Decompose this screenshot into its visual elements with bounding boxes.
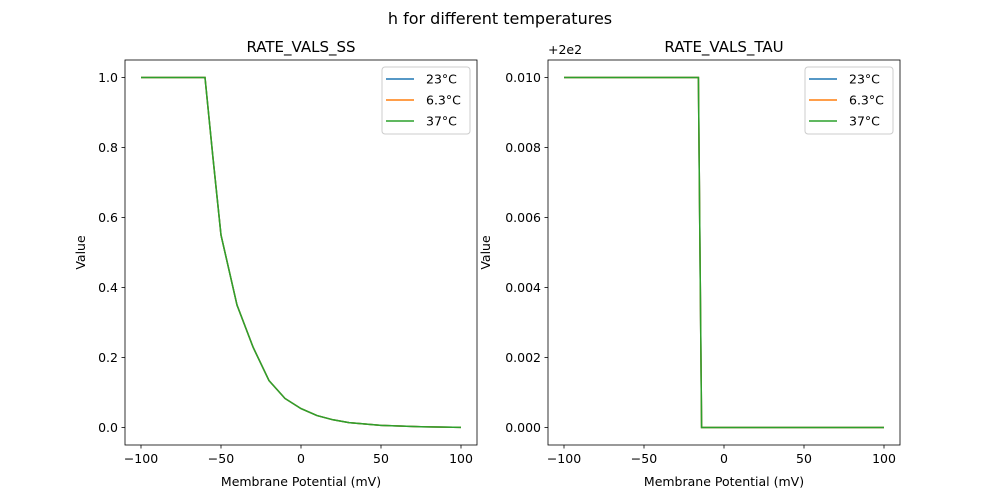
series-line-37°C	[564, 76, 884, 429]
series-line-37°C	[141, 76, 462, 429]
x-tick-label: 0	[297, 451, 305, 466]
x-tick-label: 50	[796, 451, 812, 466]
subplot-2: −100 −50 0 50 100 0.000 0.002 0.004 0.006 0.008 0.…	[478, 38, 901, 489]
subplot-title: RATE_VALS_TAU	[664, 38, 783, 57]
x-axis-label: Membrane Potential (mV)	[644, 474, 804, 489]
y-tick-label: 0.010	[505, 70, 541, 85]
y-tick-label: 0.002	[505, 350, 541, 365]
legend-label: 23°C	[426, 72, 457, 87]
y-tick-label: 0.8	[98, 140, 118, 155]
x-tick-label: −50	[208, 451, 234, 466]
y-tick-label: 0.004	[505, 280, 541, 295]
y-tick-label: 0.008	[505, 140, 541, 155]
x-axis-label: Membrane Potential (mV)	[221, 474, 381, 489]
x-tick-label: 0	[720, 451, 728, 466]
y-tick-label: 0.4	[98, 280, 118, 295]
legend-box	[804, 66, 894, 135]
y-axis-label: Value	[478, 235, 493, 270]
x-tick-label: 50	[373, 451, 389, 466]
y-tick-label: 0.006	[505, 210, 541, 225]
x-tick-label: 100	[872, 451, 896, 466]
x-tick-label: −50	[631, 451, 657, 466]
x-tick-label: −100	[547, 451, 581, 466]
legend-label: 37°C	[849, 114, 880, 129]
x-tick-label: −100	[124, 451, 158, 466]
y-tick-label: 0.000	[505, 420, 541, 435]
legend-label: 6.3°C	[426, 93, 461, 108]
subplot-title: RATE_VALS_SS	[246, 38, 355, 57]
legend: 23°C 6.3°C 37°C	[804, 66, 894, 135]
legend-label: 6.3°C	[849, 93, 884, 108]
subplot-1: −100 −50 0 50 100 0.0 0.2 0.4 0.6 0.8 1.0 RATE_VALS…	[73, 38, 478, 489]
legend-label: 37°C	[426, 114, 457, 129]
y-offset-text: +2e2	[548, 42, 582, 57]
y-tick-label: 1.0	[98, 70, 118, 85]
x-tick-label: 100	[449, 451, 473, 466]
legend: 23°C 6.3°C 37°C	[381, 66, 471, 135]
figure-title: h for different temperatures	[388, 9, 612, 28]
y-tick-label: 0.0	[98, 420, 118, 435]
y-axis-label: Value	[73, 235, 88, 270]
y-tick-label: 0.6	[98, 210, 118, 225]
legend-box	[381, 66, 471, 135]
y-tick-label: 0.2	[98, 350, 118, 365]
legend-label: 23°C	[849, 72, 880, 87]
